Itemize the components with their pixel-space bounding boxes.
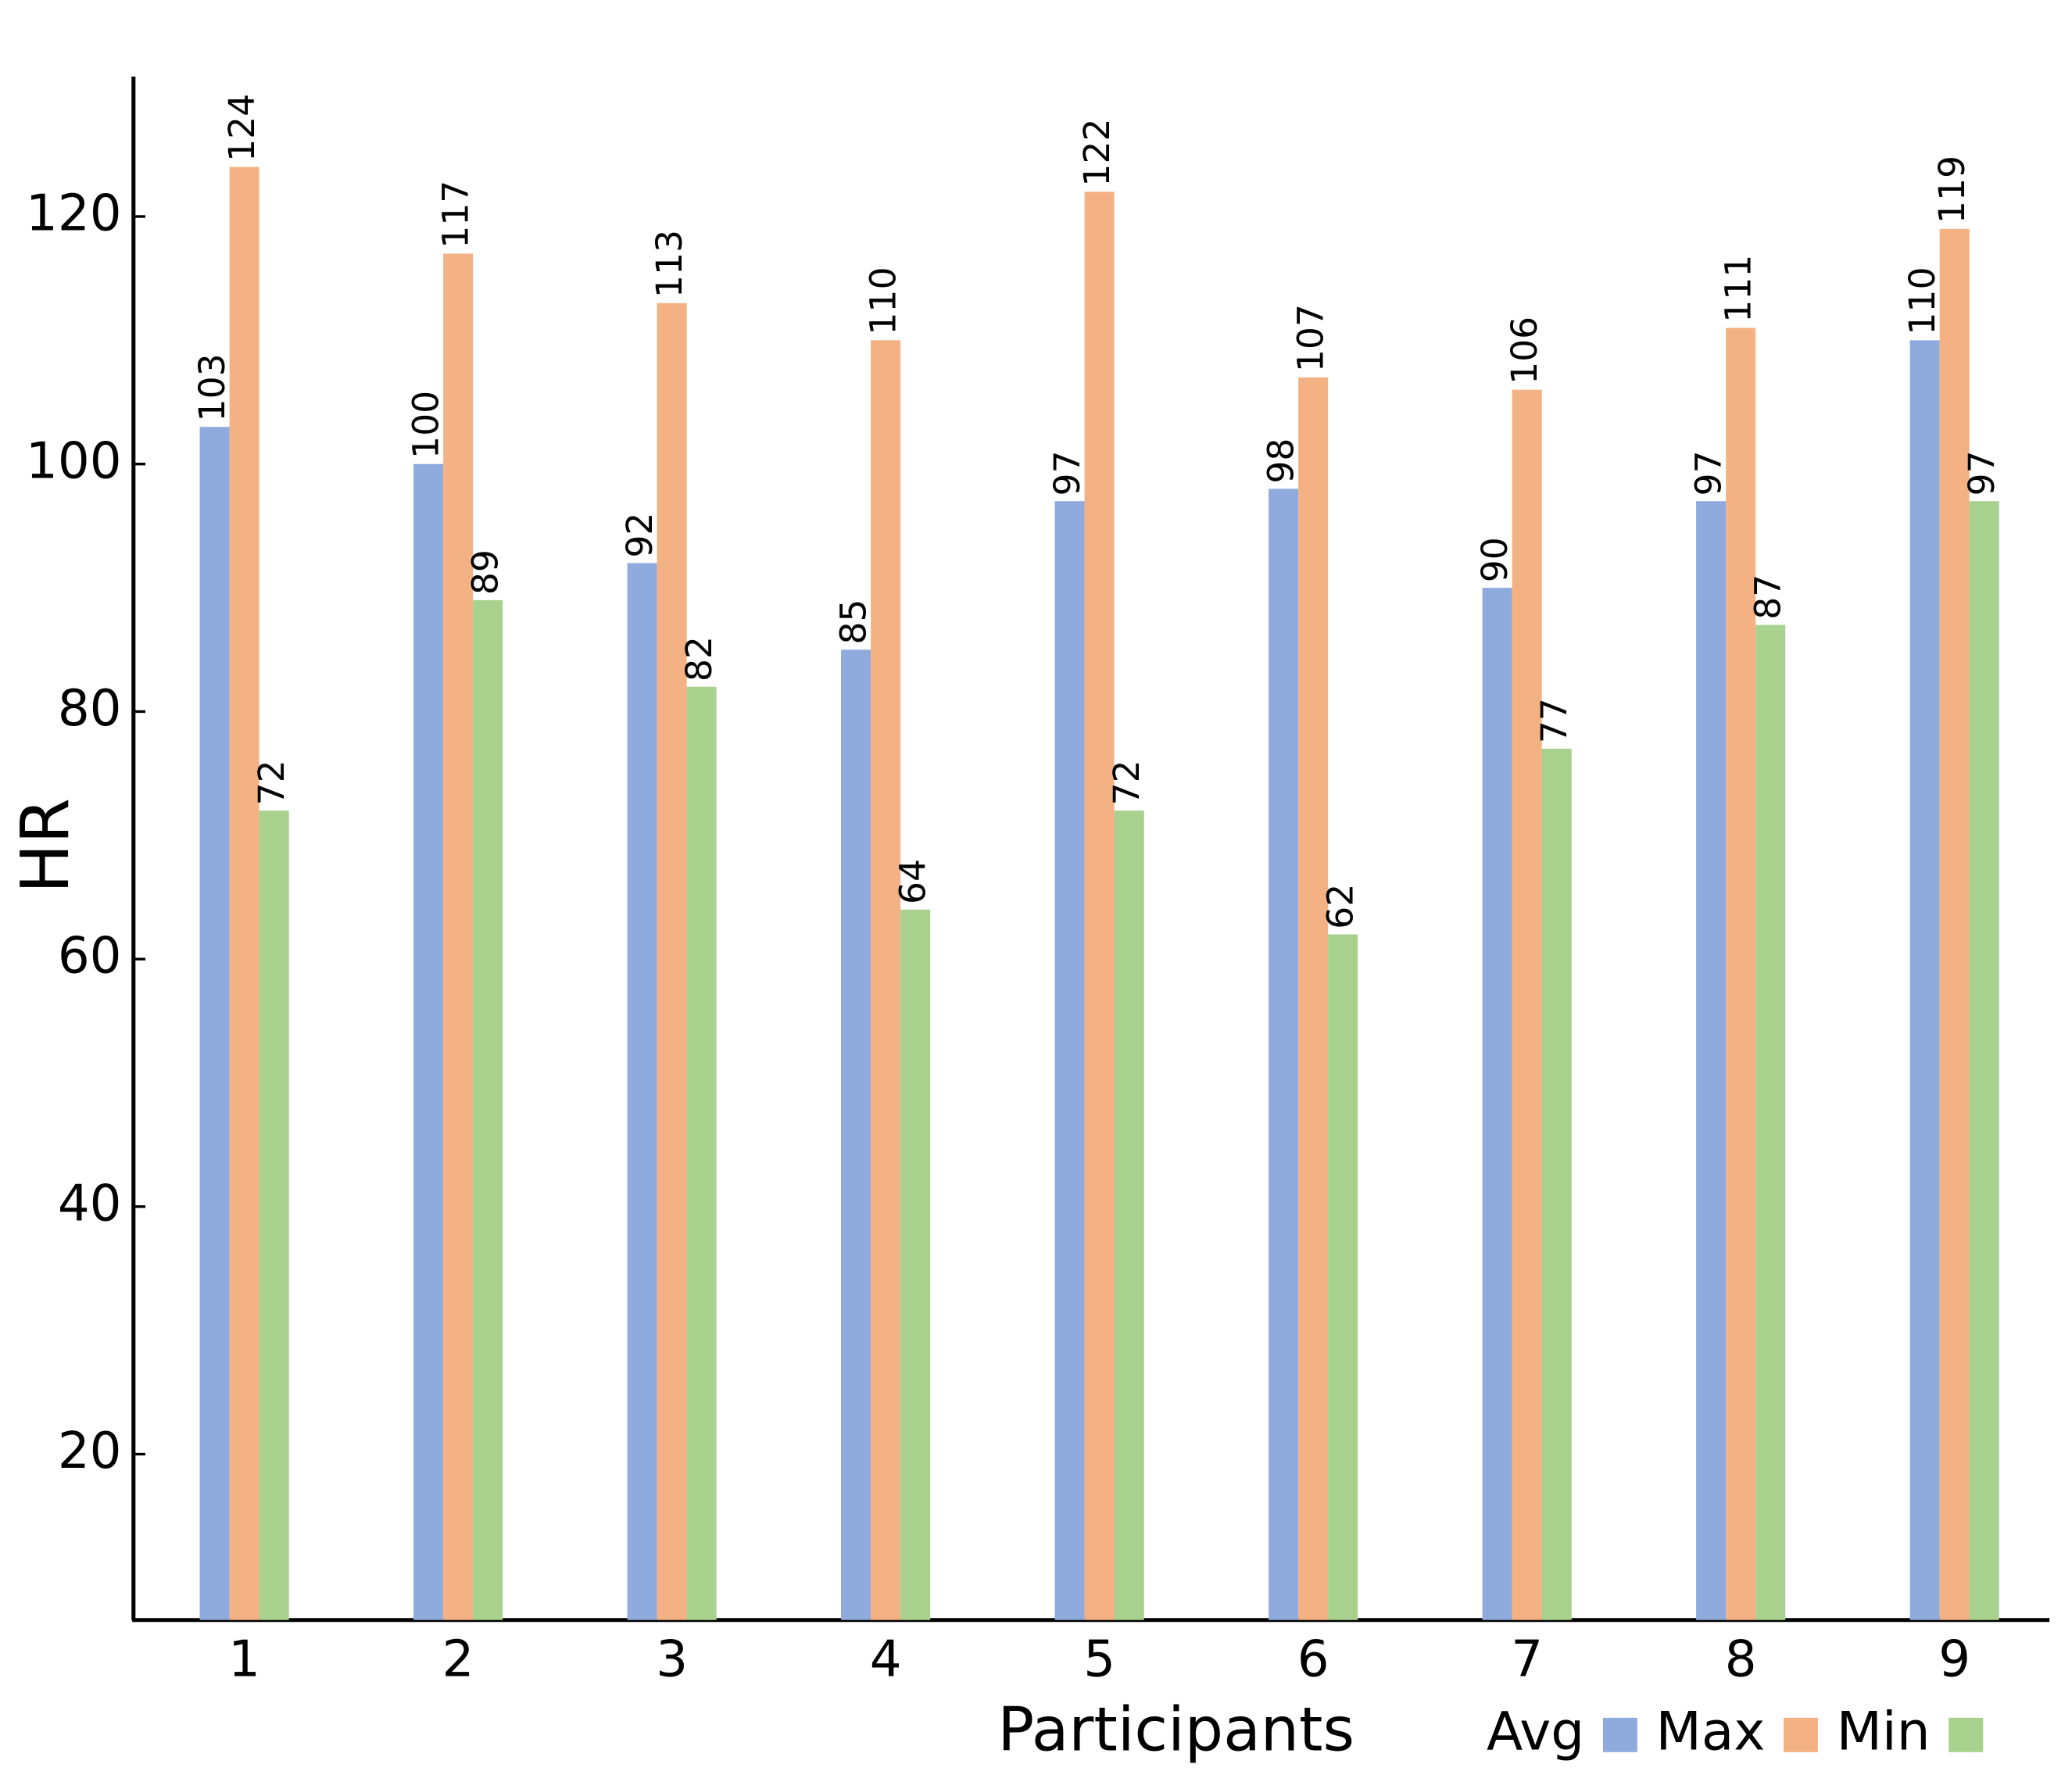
bar <box>1755 624 1786 1620</box>
bar <box>1909 340 1940 1620</box>
legend-label: Avg <box>1487 1700 1584 1762</box>
bar <box>900 909 931 1620</box>
data-label: 117 <box>435 181 477 249</box>
bar <box>841 649 871 1620</box>
data-label: 97 <box>1047 450 1088 496</box>
data-label: 72 <box>251 760 292 805</box>
data-label: 98 <box>1261 438 1302 484</box>
data-label: 100 <box>406 391 447 459</box>
data-label: 82 <box>678 636 720 682</box>
x-tick-label: 6 <box>1297 1630 1329 1688</box>
bar <box>686 686 717 1620</box>
bar <box>1482 588 1512 1620</box>
x-axis-label: Participants <box>997 1695 1354 1766</box>
bar <box>1328 934 1358 1620</box>
data-label: 64 <box>893 859 934 904</box>
legend-swatch <box>1602 1717 1637 1752</box>
legend-label: Max <box>1656 1700 1766 1762</box>
x-tick-label: 2 <box>442 1630 474 1688</box>
x-tick-label: 3 <box>656 1630 688 1688</box>
bar <box>1726 327 1756 1620</box>
y-tick-label: 80 <box>58 679 122 738</box>
bar <box>443 253 474 1620</box>
data-label: 90 <box>1474 537 1516 582</box>
y-tick-label: 60 <box>58 927 122 986</box>
bar <box>1298 377 1329 1620</box>
bar <box>1512 389 1542 1620</box>
bar <box>1269 488 1299 1620</box>
data-label: 103 <box>191 353 233 421</box>
bar <box>199 427 230 1620</box>
x-tick-label: 7 <box>1511 1630 1543 1688</box>
y-tick-label: 40 <box>58 1174 122 1233</box>
bar <box>657 302 687 1620</box>
data-label: 107 <box>1290 304 1332 372</box>
data-label: 119 <box>1931 156 1973 224</box>
data-label: 62 <box>1320 884 1362 929</box>
bar <box>1114 810 1144 1620</box>
bar <box>1969 501 1999 1620</box>
data-label: 87 <box>1748 574 1789 620</box>
bar <box>1939 228 1970 1620</box>
data-label: 72 <box>1106 760 1147 805</box>
bar <box>259 810 289 1620</box>
y-tick-label: 120 <box>26 184 122 243</box>
data-label: 111 <box>1718 255 1759 323</box>
bar <box>1541 748 1572 1620</box>
legend-swatch <box>1949 1717 1984 1752</box>
data-label: 106 <box>1504 317 1545 385</box>
data-label: 77 <box>1533 698 1575 743</box>
data-label: 113 <box>649 230 690 298</box>
data-label: 124 <box>221 94 263 162</box>
y-axis-label: HR <box>7 798 84 893</box>
bar <box>473 599 503 1620</box>
data-label: 85 <box>833 599 875 644</box>
data-label: 110 <box>1902 267 1943 335</box>
bar <box>1696 501 1727 1620</box>
data-label: 110 <box>863 267 904 335</box>
bar <box>1084 191 1115 1620</box>
data-label: 97 <box>1688 450 1730 496</box>
legend-swatch <box>1783 1717 1818 1752</box>
bar <box>871 340 901 1620</box>
x-tick-label: 4 <box>870 1630 902 1688</box>
x-tick-label: 1 <box>228 1630 260 1688</box>
x-tick-label: 9 <box>1938 1630 1970 1688</box>
data-label: 89 <box>465 549 506 595</box>
legend-label: Min <box>1837 1700 1931 1762</box>
data-label: 92 <box>619 513 660 558</box>
data-label: 122 <box>1076 118 1118 186</box>
bar <box>413 463 444 1620</box>
data-label: 97 <box>1961 450 2002 496</box>
bar <box>627 563 657 1620</box>
x-tick-label: 5 <box>1083 1630 1115 1688</box>
x-tick-label: 8 <box>1725 1630 1757 1688</box>
y-tick-label: 100 <box>26 431 122 490</box>
y-tick-label: 20 <box>58 1422 122 1480</box>
bar <box>1054 501 1085 1620</box>
bar <box>229 166 259 1620</box>
